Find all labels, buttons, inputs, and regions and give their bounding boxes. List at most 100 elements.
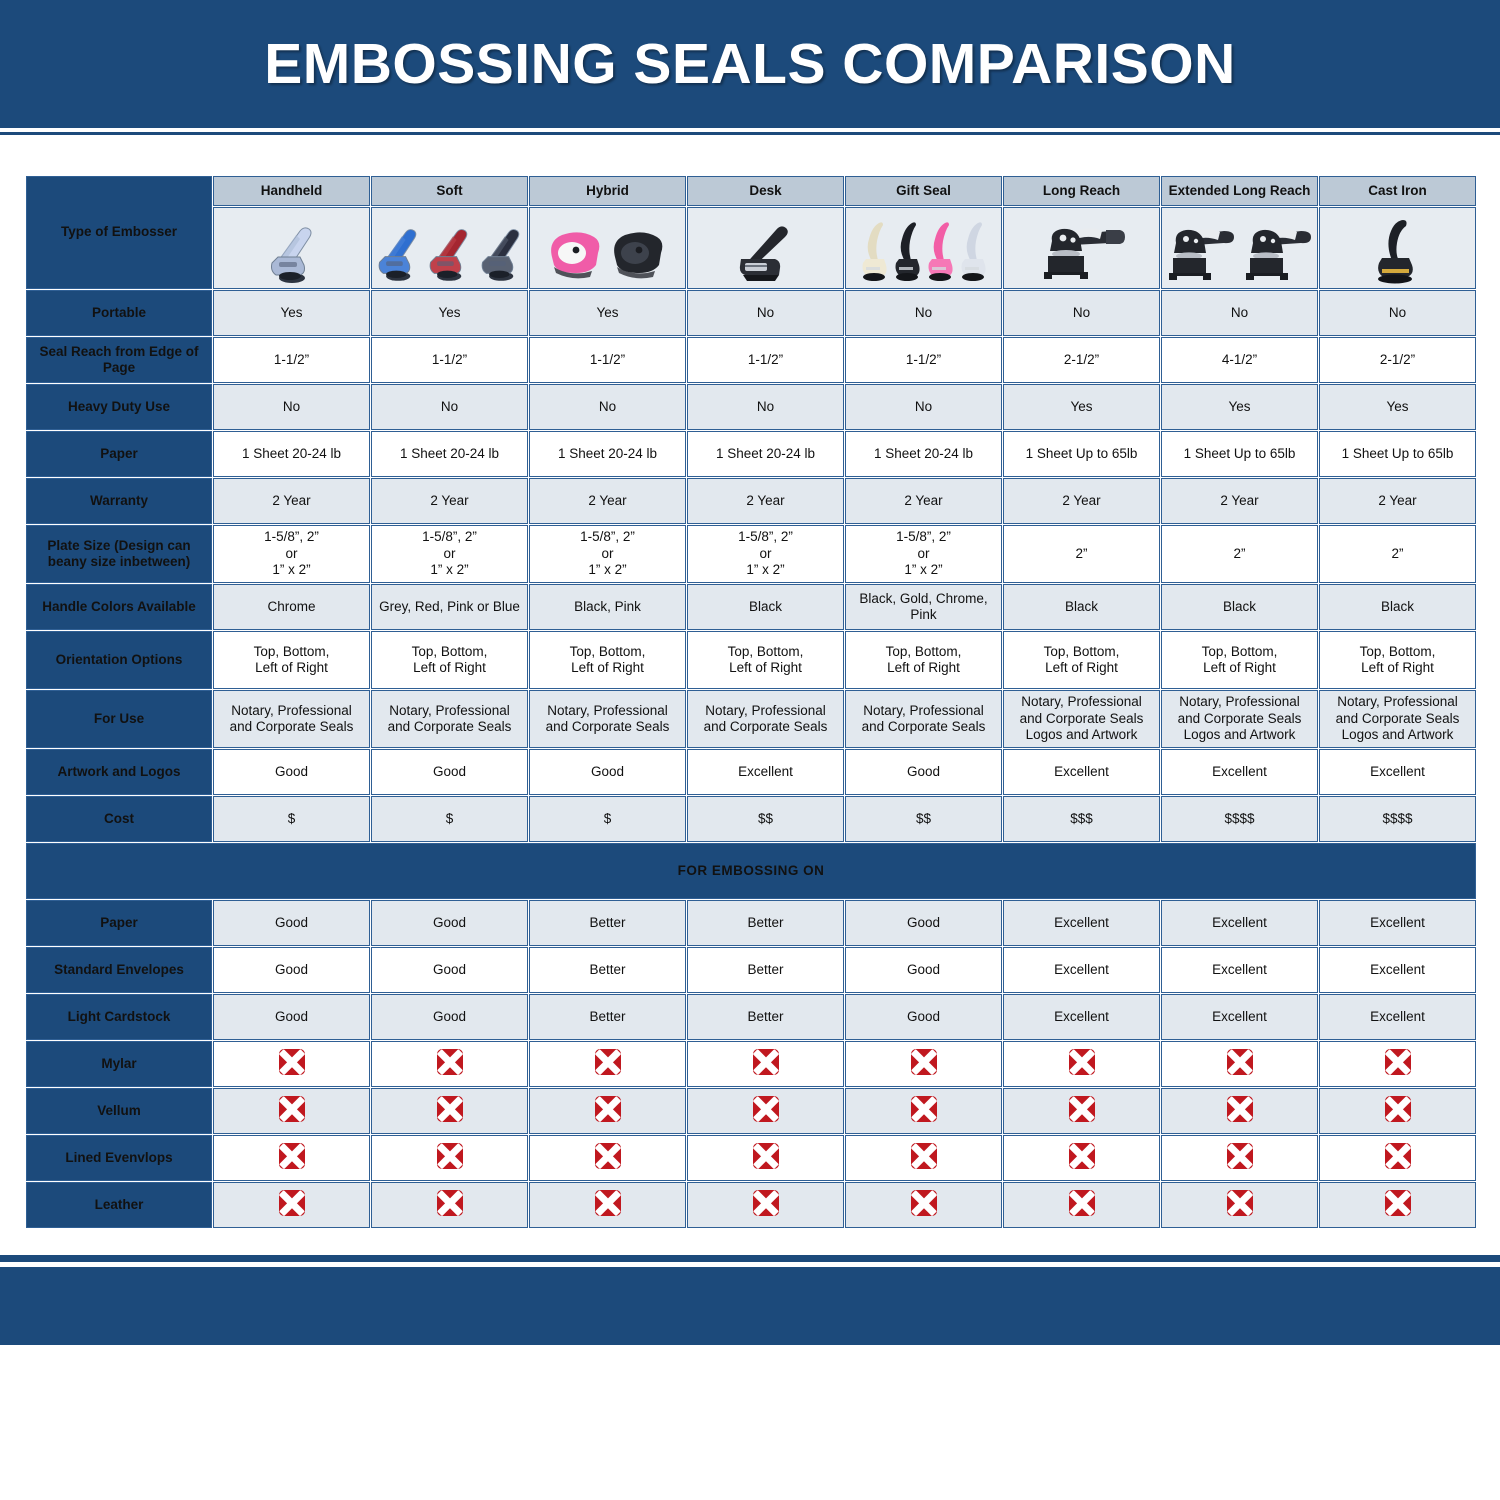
table-cell: $$$$ (1161, 796, 1318, 842)
table-cell: Excellent (1161, 994, 1318, 1040)
table-cell: Black, Gold, Chrome, Pink (845, 584, 1002, 630)
x-mark-icon (752, 1048, 779, 1075)
table-cell: 2 Year (213, 478, 370, 524)
row-label-leather: Leather (26, 1182, 212, 1228)
table-cell: 1-5/8”, 2” or 1” x 2” (529, 525, 686, 583)
table-cell: No (1161, 290, 1318, 336)
table-cell: Top, Bottom, Left of Right (1003, 631, 1160, 689)
gift-seal-embosser-icon (848, 211, 999, 285)
row-label-vellum: Vellum (26, 1088, 212, 1134)
column-header-handheld: Handheld (213, 176, 370, 206)
table-cell: 1-1/2” (213, 337, 370, 383)
table-cell: Notary, Professional and Corporate Seals (687, 690, 844, 748)
column-header-extended-long-reach: Extended Long Reach (1161, 176, 1318, 206)
extended-long-reach-embosser-icon (1164, 211, 1315, 285)
soft-embosser-icon (374, 211, 525, 285)
table-row: Warranty 2 Year 2 Year 2 Year 2 Year 2 Year 2 … (26, 478, 1476, 524)
table-cell: 1 Sheet 20-24 lb (529, 431, 686, 477)
table-cell (687, 1135, 844, 1181)
table-cell: $$ (687, 796, 844, 842)
table-cell: Better (529, 900, 686, 946)
table-cell: Top, Bottom, Left of Right (845, 631, 1002, 689)
x-mark-icon (594, 1095, 621, 1122)
cast-iron-embosser-icon (1322, 211, 1473, 285)
table-cell: Black (1161, 584, 1318, 630)
table-cell: Top, Bottom, Left of Right (213, 631, 370, 689)
embosser-image-cell (687, 207, 844, 289)
row-label-light-cardstock: Light Cardstock (26, 994, 212, 1040)
table-row: Paper Good Good Better Better Good Excellent Ex… (26, 900, 1476, 946)
table-cell: Excellent (1161, 900, 1318, 946)
table-row: Handle Colors Available Chrome Grey, Red, … (26, 584, 1476, 630)
table-row: Portable Yes Yes Yes No No No No No (26, 290, 1476, 336)
table-cell (1161, 1182, 1318, 1228)
table-row: Heavy Duty Use No No No No No Yes Yes Yes (26, 384, 1476, 430)
table-cell: Top, Bottom, Left of Right (371, 631, 528, 689)
column-header-long-reach: Long Reach (1003, 176, 1160, 206)
table-cell: Better (529, 947, 686, 993)
table-cell (687, 1041, 844, 1087)
table-cell: Good (845, 994, 1002, 1040)
table-cell: Black (687, 584, 844, 630)
row-label-lined-evenvlops: Lined Evenvlops (26, 1135, 212, 1181)
banner-gap (0, 128, 1500, 132)
table-cell: 2 Year (1319, 478, 1476, 524)
x-mark-icon (1226, 1189, 1253, 1216)
row-label-type-of-embosser: Type of Embosser (26, 176, 212, 289)
table-cell (213, 1135, 370, 1181)
table-cell (687, 1088, 844, 1134)
table-cell: Good (213, 900, 370, 946)
row-label-plate-size-design-can-beany-size-inbetween: Plate Size (Design can beany size inbetw… (26, 525, 212, 583)
table-cell: 1 Sheet 20-24 lb (371, 431, 528, 477)
table-cell: No (845, 384, 1002, 430)
table-cell: 2” (1003, 525, 1160, 583)
table-cell: Excellent (1161, 749, 1318, 795)
x-mark-icon (1068, 1189, 1095, 1216)
embossing-seals-comparison-table: Type of Embosser Handheld Soft Hybrid Desk Gi… (25, 175, 1477, 1229)
row-label-seal-reach-from-edge-of-page: Seal Reach from Edge of Page (26, 337, 212, 383)
x-mark-icon (752, 1189, 779, 1216)
x-mark-icon (436, 1189, 463, 1216)
table-row: Orientation Options Top, Bottom, Left of R… (26, 631, 1476, 689)
table-cell (371, 1135, 528, 1181)
footer-rule-top (0, 1255, 1500, 1262)
table-row: Leather (26, 1182, 1476, 1228)
table-row: Mylar (26, 1041, 1476, 1087)
table-cell: 1-5/8”, 2” or 1” x 2” (845, 525, 1002, 583)
table-cell: Excellent (1003, 749, 1160, 795)
table-cell: 1 Sheet Up to 65lb (1003, 431, 1160, 477)
table-cell: Good (529, 749, 686, 795)
table-cell: 2 Year (1161, 478, 1318, 524)
table-cell (213, 1088, 370, 1134)
row-label-warranty: Warranty (26, 478, 212, 524)
row-label-portable: Portable (26, 290, 212, 336)
table-cell (1161, 1041, 1318, 1087)
row-label-cost: Cost (26, 796, 212, 842)
table-cell: Black (1003, 584, 1160, 630)
table-cell (371, 1041, 528, 1087)
embosser-image-cell (529, 207, 686, 289)
column-header-cast-iron: Cast Iron (1319, 176, 1476, 206)
table-cell: Chrome (213, 584, 370, 630)
x-mark-icon (1068, 1142, 1095, 1169)
table-cell: Excellent (1319, 994, 1476, 1040)
table-cell: Excellent (1003, 947, 1160, 993)
table-cell: 1-5/8”, 2” or 1” x 2” (371, 525, 528, 583)
table-cell (213, 1041, 370, 1087)
footer-gap (0, 1262, 1500, 1267)
row-label-for-use: For Use (26, 690, 212, 748)
table-cell: Excellent (1319, 947, 1476, 993)
table-cell: $ (529, 796, 686, 842)
table-cell: 2 Year (845, 478, 1002, 524)
table-cell: Notary, Professional and Corporate Seals L… (1161, 690, 1318, 748)
table-cell: Yes (529, 290, 686, 336)
table-cell: Excellent (1003, 994, 1160, 1040)
table-cell: Notary, Professional and Corporate Seals (371, 690, 528, 748)
table-cell (845, 1182, 1002, 1228)
table-cell: Good (371, 749, 528, 795)
section-title-for-embossing-on: FOR EMBOSSING ON (26, 843, 1476, 899)
page-footer (0, 1267, 1500, 1345)
table-cell: No (687, 384, 844, 430)
row-label-mylar: Mylar (26, 1041, 212, 1087)
row-label-paper: Paper (26, 900, 212, 946)
